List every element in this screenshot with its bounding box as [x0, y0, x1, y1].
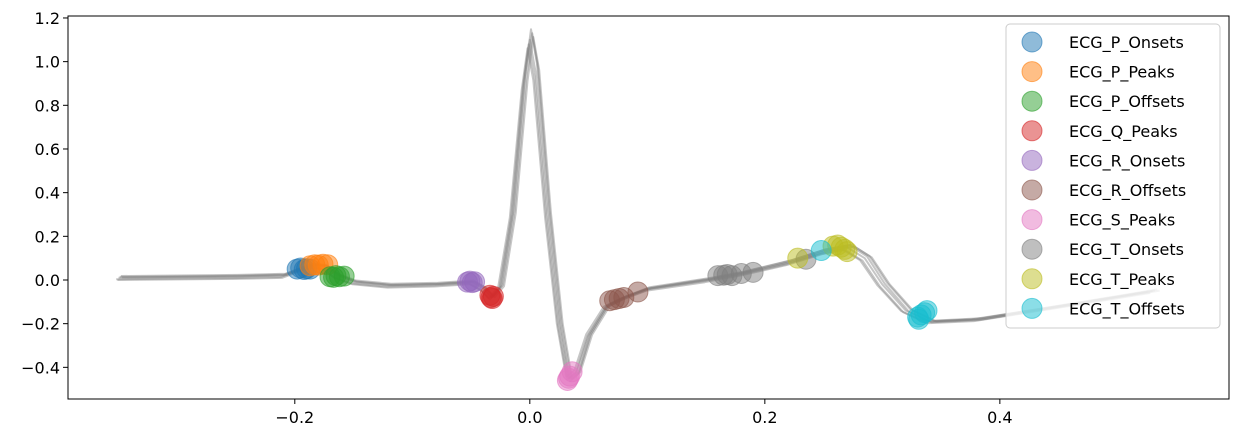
y-tick-label: 0.2	[35, 227, 60, 246]
legend: ECG_P_Onsets ECG_P_Peaks ECG_P_Offsets ECG_…	[1005, 23, 1221, 329]
signal-epoch-line	[118, 38, 1153, 380]
legend-marker	[1021, 90, 1043, 112]
legend-marker	[1021, 297, 1043, 319]
y-tick-label: 0.0	[35, 271, 60, 290]
y-tick-label: −0.2	[21, 315, 60, 334]
plot-frame	[67, 15, 1230, 400]
point-ecg-t-offsets	[916, 300, 938, 322]
legend-marker	[1021, 209, 1043, 231]
signal-epoch-line	[122, 36, 1160, 380]
signal-epoch-line	[119, 28, 1156, 383]
signal-epoch-line	[116, 47, 1149, 378]
x-tick-label: 0.2	[752, 408, 777, 427]
legend-box	[1005, 23, 1221, 329]
y-tick-label: 0.4	[35, 184, 60, 203]
legend-label: ECG_P_Peaks	[1069, 63, 1175, 83]
signal-epoch-line	[120, 32, 1158, 380]
point-ecg-r-onsets	[464, 271, 486, 293]
point-ecg-q-peaks	[482, 285, 504, 307]
legend-marker	[1021, 268, 1043, 290]
point-ecg-t-peaks	[787, 247, 809, 269]
legend-label: ECG_P_Offsets	[1069, 92, 1185, 112]
legend-label: ECG_T_Peaks	[1069, 270, 1175, 290]
legend-label: ECG_R_Offsets	[1069, 181, 1186, 201]
point-ecg-p-offsets	[333, 265, 355, 287]
point-ecg-r-offsets	[627, 281, 649, 303]
legend-label: ECG_T_Offsets	[1069, 299, 1185, 319]
point-ecg-s-peaks	[561, 361, 583, 383]
legend-label: ECG_R_Onsets	[1069, 151, 1185, 171]
legend-label: ECG_T_Onsets	[1069, 240, 1184, 260]
legend-marker	[1021, 149, 1043, 171]
legend-label: ECG_Q_Peaks	[1069, 122, 1178, 142]
signal-lines	[116, 28, 1160, 383]
legend-marker	[1021, 31, 1043, 53]
y-tick-label: −0.4	[21, 358, 60, 377]
x-axis: −0.2 0.0 0.2 0.4	[275, 399, 1013, 427]
point-ecg-t-offsets	[810, 240, 832, 262]
y-tick-label: 0.8	[35, 96, 60, 115]
legend-marker	[1021, 120, 1043, 142]
legend-marker	[1021, 238, 1043, 260]
y-tick-label: 0.6	[35, 140, 60, 159]
signal-epoch-line	[117, 43, 1151, 381]
legend-marker	[1021, 179, 1043, 201]
x-tick-label: −0.2	[275, 408, 314, 427]
point-ecg-t-peaks	[836, 241, 858, 263]
x-tick-label: 0.4	[987, 408, 1012, 427]
y-tick-label: 1.2	[35, 9, 60, 28]
y-axis: −0.4 −0.2 0.0 0.2 0.4 0.6 0.8 1.0 1.2	[21, 9, 68, 377]
y-tick-label: 1.0	[35, 53, 60, 72]
scatter-points	[286, 234, 938, 391]
legend-label: ECG_P_Onsets	[1069, 33, 1184, 53]
x-tick-label: 0.0	[517, 408, 542, 427]
point-ecg-t-onsets	[742, 261, 764, 283]
legend-marker	[1021, 61, 1043, 83]
legend-label: ECG_S_Peaks	[1069, 211, 1175, 231]
